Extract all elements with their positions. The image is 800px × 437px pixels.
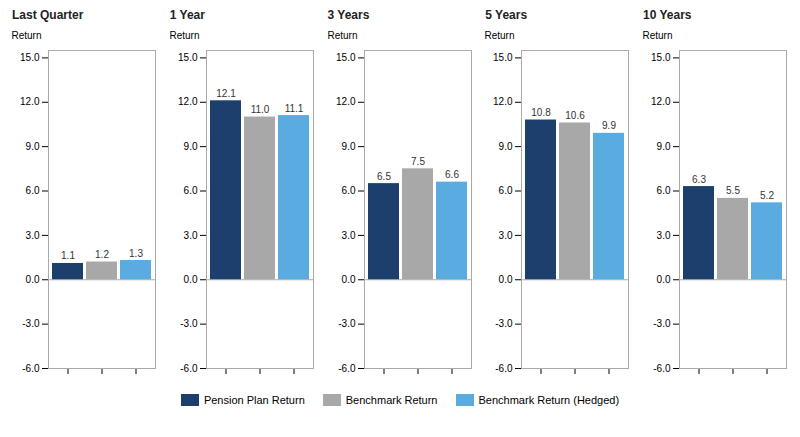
html-text:Last Quarter: Last Quarter xyxy=(12,8,84,22)
svg-text:9.0: 9.0 xyxy=(183,141,197,152)
svg-text:-6.0: -6.0 xyxy=(338,363,356,374)
svg-text:-3.0: -3.0 xyxy=(338,318,356,329)
svg-text:-6.0: -6.0 xyxy=(22,363,40,374)
html-text:Benchmark Return (Hedged): Benchmark Return (Hedged) xyxy=(478,394,620,406)
svg-text:-6.0: -6.0 xyxy=(653,363,671,374)
svg-text:6.5: 6.5 xyxy=(377,171,391,182)
svg-text:-3.0: -3.0 xyxy=(653,318,671,329)
svg-text:0.0: 0.0 xyxy=(341,274,355,285)
svg-text:0.0: 0.0 xyxy=(499,274,513,285)
svg-text:10.8: 10.8 xyxy=(532,107,552,118)
svg-text:6.0: 6.0 xyxy=(657,185,671,196)
svg-text:15.0: 15.0 xyxy=(178,52,198,63)
svg-text:0.0: 0.0 xyxy=(26,274,40,285)
html-text:Benchmark Return: Benchmark Return xyxy=(345,394,438,406)
svg-text:15.0: 15.0 xyxy=(651,52,671,63)
svg-text:15.0: 15.0 xyxy=(493,52,513,63)
svg-text:9.0: 9.0 xyxy=(341,141,355,152)
svg-text:12.1: 12.1 xyxy=(216,88,236,99)
svg-text:12.0: 12.0 xyxy=(651,96,671,107)
svg-text:9.0: 9.0 xyxy=(26,141,40,152)
svg-text:-3.0: -3.0 xyxy=(180,318,198,329)
svg-text:0.0: 0.0 xyxy=(183,274,197,285)
svg-text:3.0: 3.0 xyxy=(499,230,513,241)
svg-text:Return: Return xyxy=(12,30,42,41)
html-text:1 Year: 1 Year xyxy=(169,8,205,22)
svg-text:6.3: 6.3 xyxy=(692,174,706,185)
svg-text:-3.0: -3.0 xyxy=(496,318,514,329)
svg-text:3.0: 3.0 xyxy=(341,230,355,241)
svg-text:12.0: 12.0 xyxy=(178,96,198,107)
svg-text:6.0: 6.0 xyxy=(341,185,355,196)
svg-text:5.2: 5.2 xyxy=(760,190,774,201)
svg-text:-3.0: -3.0 xyxy=(22,318,40,329)
svg-text:15.0: 15.0 xyxy=(20,52,40,63)
svg-text:11.0: 11.0 xyxy=(250,104,269,115)
svg-text:3.0: 3.0 xyxy=(657,230,671,241)
html-text:Pension Plan Return: Pension Plan Return xyxy=(203,394,305,406)
html-text:3 Years: 3 Years xyxy=(327,8,370,22)
svg-text:7.5: 7.5 xyxy=(411,156,425,167)
html-text:5 Years: 5 Years xyxy=(485,8,528,22)
svg-text:6.0: 6.0 xyxy=(183,185,197,196)
html-text:10 Years: 10 Years xyxy=(643,8,692,22)
svg-text:Return: Return xyxy=(169,30,199,41)
svg-text:-6.0: -6.0 xyxy=(496,363,514,374)
svg-text:12.0: 12.0 xyxy=(336,96,356,107)
svg-text:Return: Return xyxy=(327,30,357,41)
svg-text:0.0: 0.0 xyxy=(657,274,671,285)
svg-text:12.0: 12.0 xyxy=(493,96,513,107)
svg-text:9.0: 9.0 xyxy=(499,141,513,152)
svg-text:6.0: 6.0 xyxy=(26,185,40,196)
svg-text:3.0: 3.0 xyxy=(183,230,197,241)
svg-text:6.0: 6.0 xyxy=(499,185,513,196)
svg-text:-6.0: -6.0 xyxy=(180,363,198,374)
svg-text:3.0: 3.0 xyxy=(26,230,40,241)
svg-text:9.9: 9.9 xyxy=(602,120,616,131)
svg-text:1.3: 1.3 xyxy=(129,248,143,259)
svg-text:Return: Return xyxy=(643,30,673,41)
svg-text:12.0: 12.0 xyxy=(20,96,40,107)
svg-text:10.6: 10.6 xyxy=(566,110,586,121)
svg-text:1.2: 1.2 xyxy=(95,249,109,260)
svg-text:1.1: 1.1 xyxy=(61,250,75,261)
svg-text:6.6: 6.6 xyxy=(445,169,459,180)
svg-text:Return: Return xyxy=(485,30,515,41)
svg-text:15.0: 15.0 xyxy=(336,52,356,63)
svg-text:11.1: 11.1 xyxy=(284,103,303,114)
svg-text:9.0: 9.0 xyxy=(657,141,671,152)
svg-text:5.5: 5.5 xyxy=(726,185,740,196)
